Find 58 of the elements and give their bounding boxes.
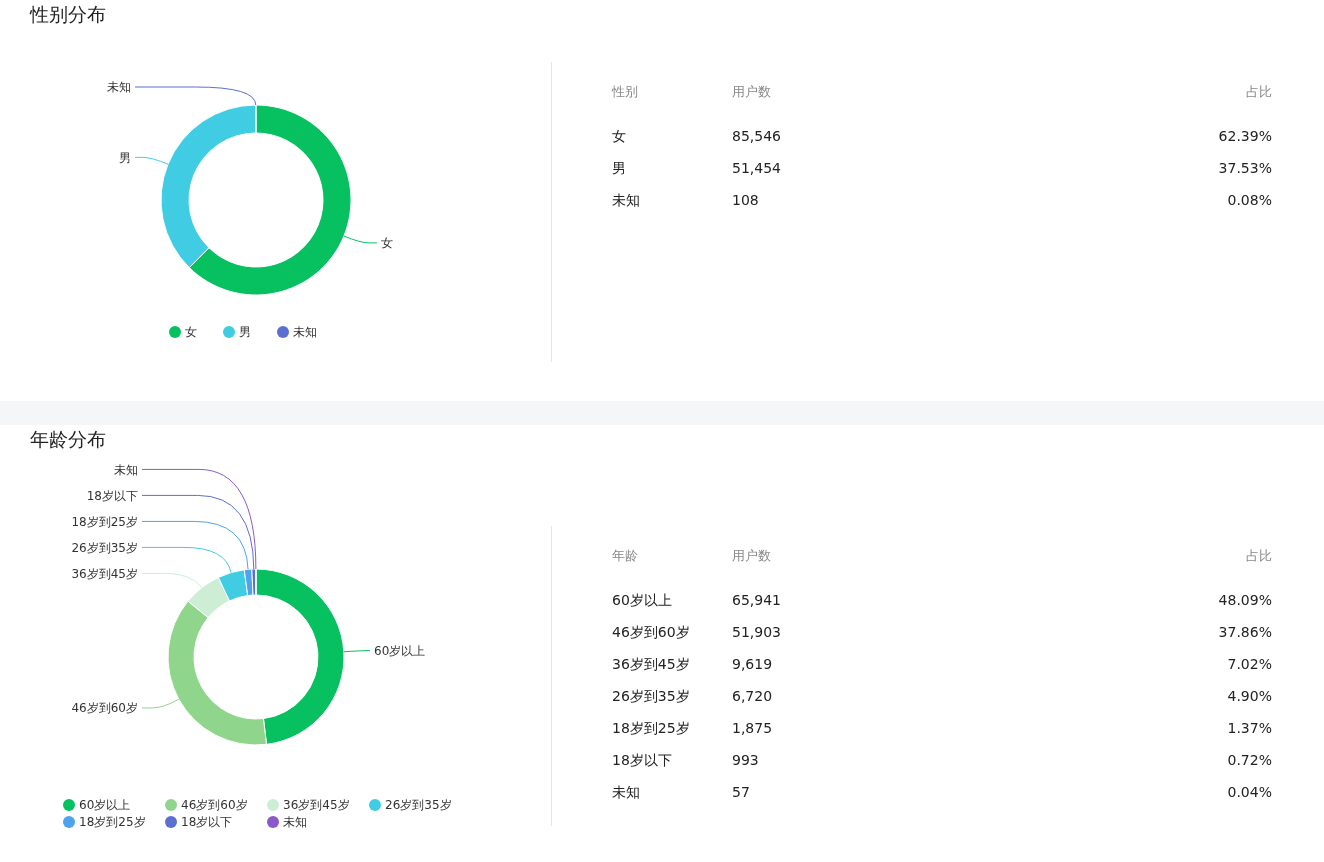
- legend-label: 46岁到60岁: [181, 798, 248, 813]
- slice-label: 60岁以上: [374, 643, 426, 658]
- chart-title: 性别分布: [29, 2, 106, 25]
- text: 993: [732, 751, 759, 768]
- text: 26岁到35岁: [612, 687, 690, 704]
- text: 51,903: [732, 623, 781, 640]
- text: 18岁以下: [612, 751, 672, 768]
- text: 62.39%: [1218, 127, 1272, 144]
- text: 60岁以上: [612, 591, 672, 608]
- text: 51,454: [732, 159, 782, 176]
- slice-label: 未知: [107, 80, 131, 95]
- text: 37.53%: [1218, 159, 1272, 176]
- text: 37.86%: [1218, 623, 1272, 640]
- text: 36岁到45岁: [612, 655, 690, 672]
- text: 未知: [612, 191, 640, 208]
- slice-label: 36岁到45岁: [71, 566, 138, 581]
- text: 占比: [1246, 83, 1272, 99]
- legend-label: 男: [239, 325, 251, 340]
- text: 57: [732, 783, 750, 800]
- text: 用户数: [732, 83, 771, 99]
- legend-label: 18岁以下: [181, 815, 233, 830]
- legend-label: 36岁到45岁: [283, 798, 350, 813]
- text: 108: [732, 191, 759, 208]
- slice-label: 18岁以下: [86, 488, 138, 503]
- text: 性别: [611, 83, 638, 99]
- text: 年龄: [612, 547, 638, 563]
- text: 85,546: [732, 127, 782, 144]
- slice-label: 未知: [114, 462, 138, 477]
- text: 未知: [612, 783, 640, 800]
- legend-label: 女: [185, 325, 197, 340]
- text: 9,619: [732, 655, 773, 672]
- text: 0.72%: [1227, 751, 1272, 768]
- legend-label: 18岁到25岁: [79, 815, 146, 830]
- slice-label: 女: [381, 236, 393, 251]
- text: 18岁到25岁: [612, 719, 690, 736]
- text: 男: [612, 159, 626, 176]
- text: 女: [612, 127, 626, 144]
- text: 占比: [1246, 547, 1272, 563]
- text: 48.09%: [1218, 591, 1272, 608]
- text: 4.90%: [1227, 687, 1272, 704]
- slice-label: 46岁到60岁: [71, 701, 138, 716]
- text: 用户数: [732, 547, 771, 563]
- text: 0.04%: [1227, 783, 1272, 800]
- text: 1,875: [732, 719, 773, 736]
- text: 7.02%: [1227, 655, 1272, 672]
- chart-title: 年龄分布: [30, 427, 106, 450]
- slice-label: 男: [119, 150, 131, 165]
- text: 6,720: [732, 687, 773, 704]
- text: 0.08%: [1227, 191, 1272, 208]
- slice-label: 26岁到35岁: [71, 540, 138, 555]
- text: 46岁到60岁: [612, 623, 690, 640]
- text: 1.37%: [1227, 719, 1272, 736]
- legend-label: 26岁到35岁: [385, 798, 452, 813]
- text: 65,941: [732, 591, 781, 608]
- legend-label: 未知: [293, 325, 317, 340]
- slice-label: 18岁到25岁: [71, 514, 138, 529]
- legend-label: 未知: [283, 815, 307, 830]
- legend-label: 60岁以上: [79, 798, 131, 813]
